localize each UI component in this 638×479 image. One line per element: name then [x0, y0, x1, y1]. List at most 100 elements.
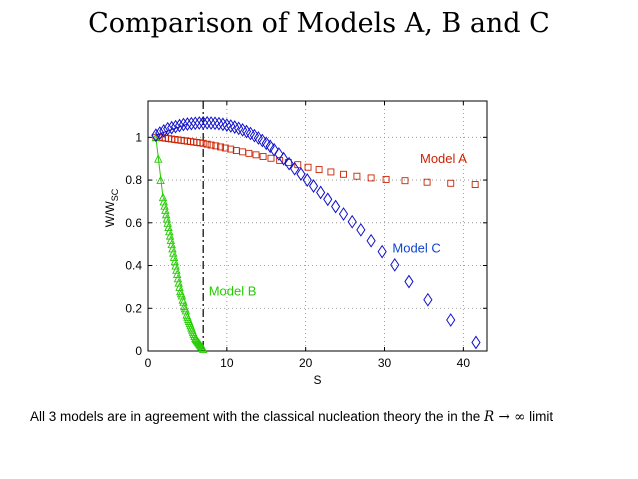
model-c-point	[308, 179, 319, 193]
model-c-point	[269, 142, 279, 157]
model-c-point	[202, 115, 212, 130]
model-b-point	[177, 290, 187, 300]
model-a-point	[447, 179, 455, 187]
caption-prefix: All 3 models are in agreement with the c…	[30, 409, 481, 424]
model-a-point	[252, 151, 260, 159]
series-model-b	[151, 132, 208, 353]
series-group	[151, 115, 481, 353]
x-tick-label: 40	[457, 356, 471, 370]
x-tick-label: 0	[145, 356, 152, 370]
caption-suffix: limit	[529, 409, 554, 424]
x-tick-label: 20	[299, 356, 313, 370]
model-a-point	[401, 177, 409, 185]
model-b-point	[168, 248, 178, 257]
model-c-point	[190, 116, 200, 131]
y-axis-label-subscript: SC	[110, 188, 120, 201]
model-b-point	[159, 196, 168, 206]
model-c-point	[338, 207, 349, 221]
x-tick-label: 30	[378, 356, 392, 370]
model-a-point	[304, 163, 312, 171]
model-b-point	[166, 235, 176, 244]
model-c-point	[159, 124, 169, 138]
model-a-point	[367, 174, 375, 182]
model-b-point	[181, 305, 191, 315]
model-c-point	[366, 233, 376, 248]
y-tick-label: 0.4	[125, 259, 142, 273]
model-c-point	[206, 116, 216, 130]
model-b-point	[160, 201, 169, 210]
model-c-point	[274, 147, 284, 161]
model-a-point	[382, 175, 390, 183]
model-a-point	[217, 143, 224, 151]
y-tick-label: 0.6	[125, 216, 142, 230]
model-c-point	[296, 167, 306, 181]
model-c-point	[167, 120, 177, 135]
model-c-point	[198, 115, 208, 130]
annotation-model-c: Model C	[392, 241, 440, 256]
model-b-point	[175, 282, 184, 291]
model-a-point	[276, 156, 284, 164]
model-b-point	[165, 231, 175, 240]
model-b-point	[165, 226, 174, 236]
model-b-point	[172, 269, 182, 279]
model-a-point	[199, 139, 207, 147]
model-c-point	[290, 161, 300, 176]
model-a-point	[203, 140, 211, 148]
model-a-point	[227, 145, 235, 153]
model-c-point	[226, 119, 236, 133]
model-a-point	[207, 141, 215, 149]
y-axis-label-main: W/W	[103, 201, 117, 228]
model-b-point	[156, 175, 165, 185]
model-c-point	[174, 118, 185, 133]
page-title: Comparison of Models A, B and C	[88, 8, 550, 39]
y-tick-label: 0.2	[125, 301, 142, 315]
model-b-point	[198, 344, 208, 353]
model-c-point	[214, 116, 224, 131]
model-b-point	[172, 265, 181, 274]
model-c-point	[377, 244, 387, 259]
y-tick-label: 0	[135, 344, 142, 358]
annotation-model-a: Model A	[420, 151, 467, 166]
model-c-point	[178, 117, 189, 132]
model-c-point	[186, 116, 196, 131]
model-c-point	[404, 274, 414, 289]
model-b-point	[167, 239, 176, 249]
grid	[148, 101, 487, 351]
model-c-point	[446, 313, 456, 327]
ticks-group	[147, 101, 487, 352]
model-c-point	[471, 335, 481, 350]
model-b-line	[155, 137, 164, 198]
model-c-point	[278, 151, 289, 166]
model-b-point	[179, 297, 188, 306]
model-a-point	[340, 170, 347, 178]
model-b-point	[163, 218, 172, 227]
model-c-point	[182, 117, 193, 131]
model-a-point	[471, 181, 479, 188]
model-c-point	[423, 292, 433, 307]
model-b-point	[164, 222, 173, 232]
x-tick-label: 10	[220, 356, 234, 370]
model-c-point	[323, 192, 333, 207]
series-model-c	[151, 115, 481, 350]
model-a-point	[423, 178, 431, 186]
model-b-point	[168, 243, 177, 253]
model-c-point	[155, 126, 165, 140]
model-c-point	[261, 136, 271, 151]
model-a-point	[221, 144, 229, 152]
y-tick-label: 0.8	[125, 173, 142, 187]
model-c-point	[151, 128, 161, 143]
plot-frame	[147, 100, 488, 352]
model-b-point	[158, 192, 168, 202]
model-c-point	[390, 257, 400, 272]
model-c-point	[316, 185, 326, 200]
model-c-point	[210, 116, 220, 131]
model-b-point	[161, 205, 170, 214]
model-b-point	[171, 261, 180, 270]
model-b-point	[161, 209, 171, 219]
caption-math: R → ∞	[484, 409, 526, 425]
model-c-point	[170, 119, 181, 134]
model-a-point	[212, 142, 220, 150]
model-a-point	[245, 149, 253, 157]
y-axis-label: W/WSC	[103, 188, 120, 227]
